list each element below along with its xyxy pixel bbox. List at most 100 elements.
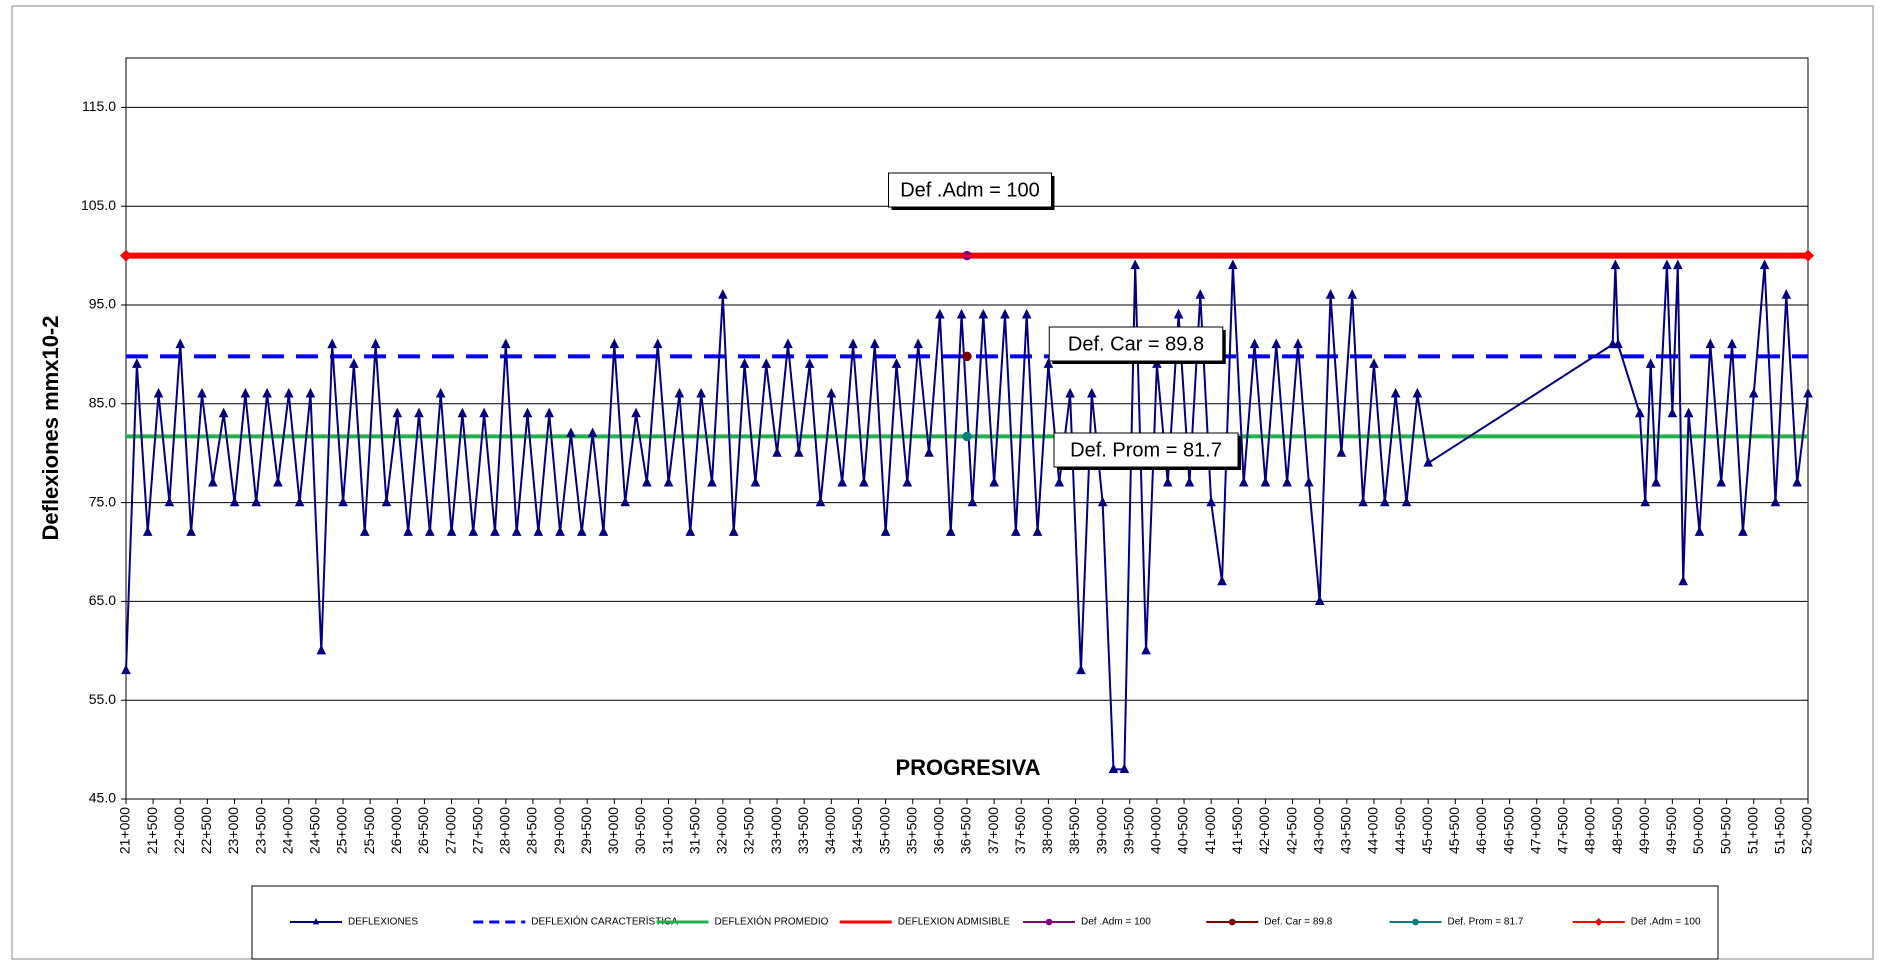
- x-tick-label: 31+500: [686, 807, 702, 854]
- data-marker: [229, 496, 240, 507]
- x-tick-label: 22+000: [171, 807, 187, 854]
- x-tick-label: 49+000: [1636, 807, 1652, 854]
- data-marker: [120, 249, 132, 262]
- data-marker: [1672, 259, 1683, 270]
- legend-label: DEFLEXIÓN CARACTERÍSTICA: [531, 915, 678, 928]
- data-marker: [1610, 259, 1621, 270]
- data-marker: [945, 526, 956, 536]
- data-marker: [1217, 575, 1227, 586]
- data-marker: [1412, 387, 1423, 398]
- data-marker: [1043, 358, 1054, 368]
- x-tick-label: 27+500: [469, 807, 485, 854]
- data-marker: [468, 526, 479, 536]
- y-tick-label: 55.0: [89, 691, 116, 707]
- legend-label: DEFLEXIONES: [348, 917, 418, 928]
- x-tick-label: 51+000: [1744, 807, 1760, 854]
- data-marker: [837, 476, 848, 487]
- data-marker: [1347, 289, 1358, 299]
- data-marker: [186, 526, 196, 536]
- data-marker: [587, 427, 598, 438]
- data-marker: [251, 496, 262, 507]
- x-tick-label: 30+500: [632, 807, 648, 854]
- x-tick-label: 30+000: [605, 807, 621, 854]
- data-marker: [1119, 763, 1130, 773]
- data-marker: [566, 427, 576, 438]
- x-tick-label: 28+500: [524, 807, 540, 854]
- x-tick-label: 47+500: [1555, 807, 1571, 854]
- data-marker: [663, 476, 674, 487]
- data-marker: [1011, 526, 1021, 536]
- x-tick-label: 22+500: [198, 807, 214, 854]
- x-tick-label: 24+500: [307, 807, 323, 854]
- data-marker: [707, 476, 717, 487]
- data-marker: [197, 387, 207, 398]
- legend-label: Def .Adm = 100: [1081, 917, 1151, 928]
- data-marker: [435, 387, 446, 398]
- data-marker: [1206, 496, 1216, 507]
- data-marker: [1141, 644, 1151, 655]
- data-marker: [1705, 338, 1716, 349]
- data-marker: [490, 526, 500, 536]
- x-tick-label: 33+500: [795, 807, 811, 854]
- data-marker: [826, 387, 837, 398]
- x-tick-label: 38+500: [1066, 807, 1082, 854]
- data-marker: [1716, 476, 1726, 487]
- x-axis-title: PROGRESIVA: [895, 755, 1040, 780]
- x-tick-label: 34+000: [822, 807, 838, 854]
- x-tick-label: 25+000: [334, 807, 350, 854]
- data-marker: [956, 308, 967, 319]
- data-marker: [739, 358, 750, 368]
- data-marker: [142, 526, 153, 536]
- data-marker: [1336, 447, 1347, 457]
- x-tick-label: 34+500: [849, 807, 865, 854]
- data-marker: [121, 664, 131, 675]
- data-marker: [685, 526, 696, 536]
- data-marker: [1379, 496, 1390, 507]
- data-marker: [1781, 289, 1792, 299]
- y-tick-label: 45.0: [89, 790, 116, 806]
- data-marker: [1076, 664, 1086, 675]
- data-marker: [913, 338, 923, 349]
- x-tick-label: 39+500: [1120, 807, 1136, 854]
- x-tick-label: 42+500: [1283, 807, 1299, 854]
- data-marker: [338, 496, 348, 507]
- legend-label: Def. Car = 89.8: [1264, 917, 1333, 928]
- data-marker: [891, 358, 902, 368]
- x-tick-label: 36+500: [958, 807, 974, 854]
- x-tick-label: 52+000: [1799, 807, 1815, 854]
- data-marker: [316, 644, 327, 655]
- data-marker: [642, 476, 652, 487]
- data-marker: [1195, 289, 1206, 299]
- data-marker: [978, 308, 989, 319]
- data-marker: [750, 476, 761, 487]
- data-marker: [989, 476, 999, 487]
- data-marker: [696, 387, 706, 398]
- data-marker: [511, 526, 522, 536]
- data-marker: [1759, 259, 1770, 270]
- data-marker: [1162, 476, 1173, 487]
- data-marker: [164, 496, 175, 507]
- y-tick-label: 65.0: [89, 592, 116, 608]
- x-tick-label: 42+000: [1256, 807, 1272, 854]
- x-tick-label: 49+500: [1663, 807, 1679, 854]
- annotation-text: Def. Prom = 81.7: [1070, 439, 1222, 461]
- x-tick-label: 21+000: [117, 807, 133, 854]
- data-marker: [1640, 496, 1651, 507]
- x-tick-label: 21+500: [144, 807, 160, 854]
- data-marker: [327, 338, 337, 349]
- y-axis-title: Deflexiones mmx10-2: [38, 316, 63, 541]
- legend-label: DEFLEXIÓN PROMEDIO: [715, 915, 829, 928]
- data-marker: [1032, 526, 1043, 536]
- x-tick-label: 36+000: [931, 807, 947, 854]
- x-tick-label: 43+000: [1310, 807, 1326, 854]
- data-marker: [962, 351, 972, 362]
- x-tick-label: 37+000: [985, 807, 1001, 854]
- data-marker: [1683, 407, 1694, 418]
- legend-label: Def. Prom = 81.7: [1448, 917, 1524, 928]
- data-marker: [132, 358, 142, 368]
- data-marker: [848, 338, 858, 349]
- y-tick-label: 75.0: [89, 493, 116, 509]
- x-tick-label: 38+000: [1039, 807, 1055, 854]
- data-marker: [544, 407, 555, 418]
- annotation: Def .Adm = 100: [888, 172, 1055, 210]
